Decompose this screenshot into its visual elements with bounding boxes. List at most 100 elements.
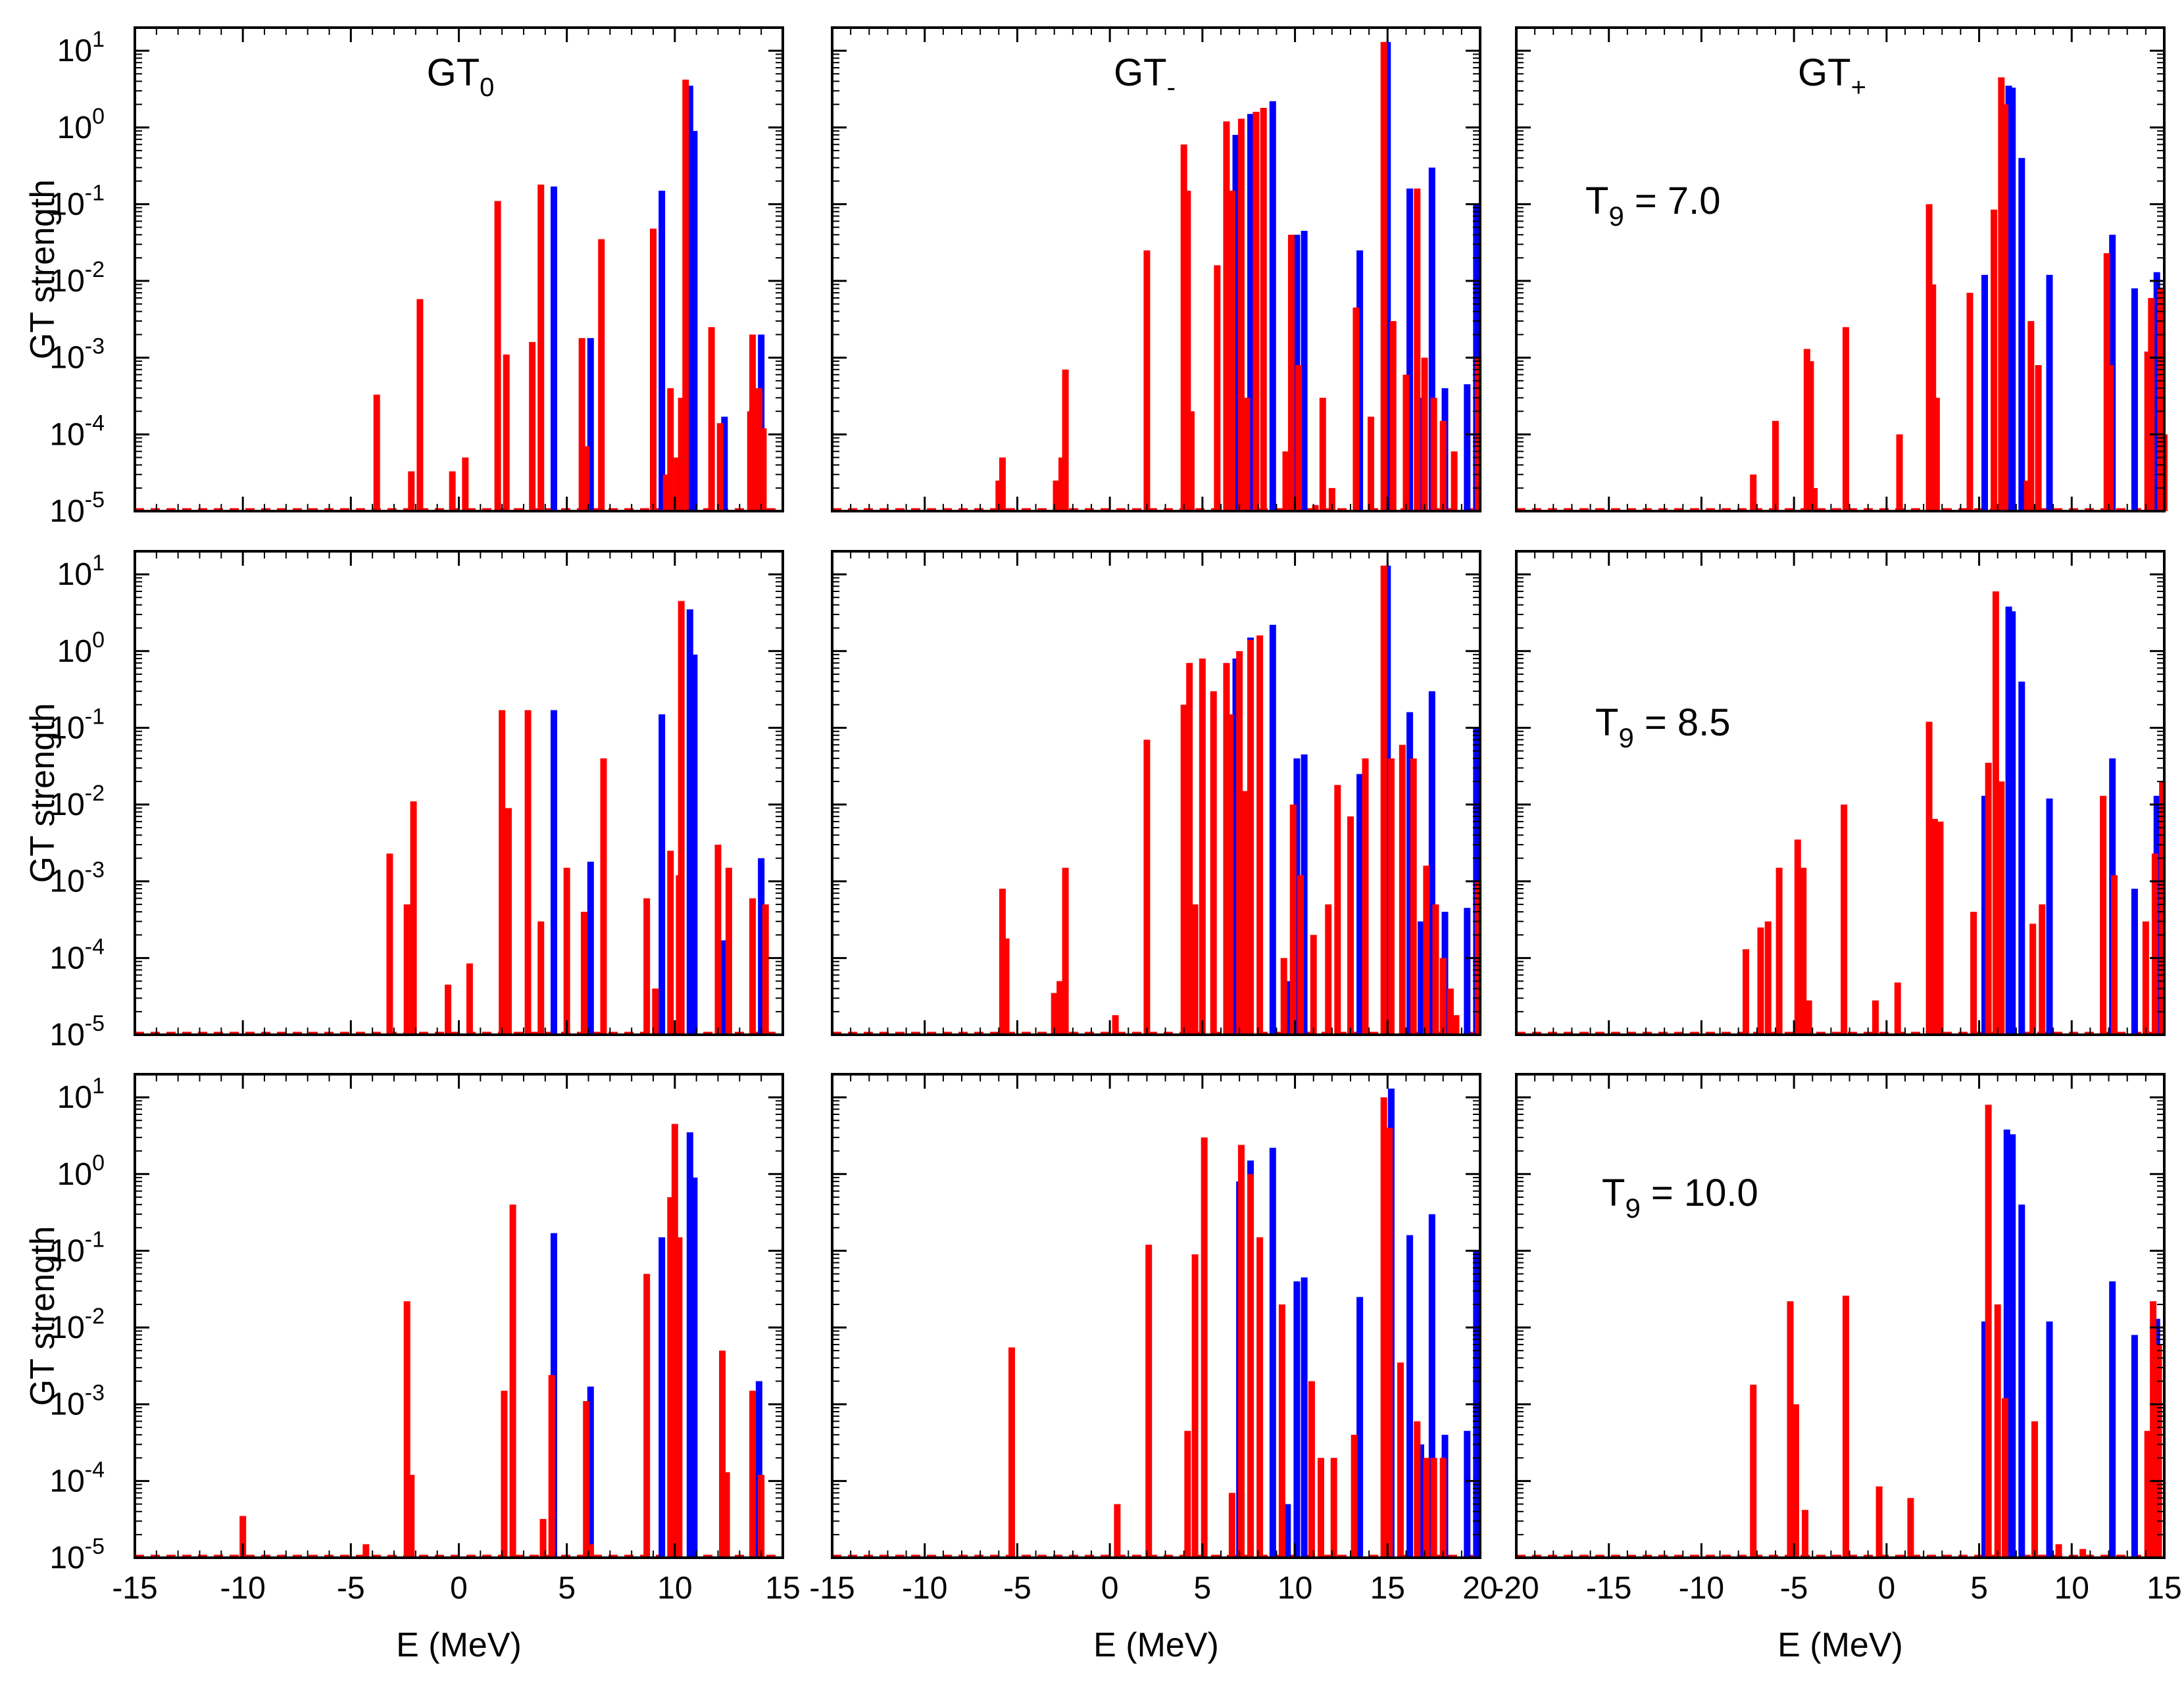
red-bar bbox=[2103, 253, 2110, 511]
red-bar bbox=[1875, 1486, 1883, 1558]
red-bar bbox=[1184, 1431, 1191, 1558]
y-tick-exponent: -5 bbox=[85, 1534, 105, 1559]
red-bar bbox=[1937, 821, 1944, 1035]
red-bar bbox=[462, 457, 469, 511]
column-title-main: GT bbox=[1798, 51, 1851, 94]
red-bar bbox=[2155, 1344, 2162, 1558]
red-bar bbox=[1896, 434, 1903, 511]
red-bar bbox=[1787, 1301, 1794, 1558]
blue-bar bbox=[686, 86, 693, 511]
blue-bar bbox=[2018, 682, 2025, 1035]
blue-bar bbox=[691, 1178, 698, 1558]
temperature-value: = 10.0 bbox=[1641, 1172, 1758, 1214]
red-bar bbox=[1410, 758, 1417, 1035]
blue-bar bbox=[1301, 754, 1308, 1035]
red-bar bbox=[524, 710, 532, 1035]
red-bar bbox=[445, 984, 452, 1035]
red-bar bbox=[2023, 480, 2031, 511]
red-bar bbox=[1236, 651, 1243, 1035]
blue-bar bbox=[1417, 1444, 1424, 1558]
red-bar bbox=[1223, 121, 1230, 511]
red-bar bbox=[1929, 284, 1937, 511]
red-bar bbox=[1800, 868, 1807, 1035]
red-bar bbox=[587, 1544, 594, 1558]
red-bar bbox=[449, 471, 456, 511]
blue-bar bbox=[658, 190, 666, 511]
red-bar bbox=[1933, 397, 1940, 511]
red-bar bbox=[1907, 1498, 1914, 1558]
blue-bar bbox=[587, 337, 594, 511]
red-bar bbox=[580, 912, 587, 1035]
blue-bar bbox=[550, 710, 557, 1035]
red-bar bbox=[494, 201, 501, 511]
column-title: GT+ bbox=[1798, 51, 1866, 102]
red-bar bbox=[1792, 1404, 1799, 1558]
red-bar bbox=[708, 327, 715, 511]
x-tick-label: 15 bbox=[765, 1571, 800, 1606]
y-tick-exponent: 0 bbox=[92, 104, 105, 129]
red-bar bbox=[2150, 1301, 2157, 1558]
y-tick-base: 10 bbox=[57, 557, 92, 592]
column-title-sub: + bbox=[1851, 73, 1866, 102]
blue-bar bbox=[2131, 1335, 2138, 1558]
red-bar bbox=[671, 1124, 678, 1558]
y-tick-base: 10 bbox=[49, 1310, 84, 1345]
x-tick-label: 15 bbox=[2147, 1571, 2181, 1606]
red-bar bbox=[499, 710, 506, 1035]
red-bar bbox=[598, 239, 605, 511]
temperature-label: T9 = 8.5 bbox=[1595, 701, 1731, 753]
red-bar bbox=[1289, 805, 1297, 1035]
blue-bar bbox=[1232, 658, 1239, 1035]
x-tick-label: 20 bbox=[1462, 1571, 1497, 1606]
red-bar bbox=[1811, 487, 1818, 511]
red-bar bbox=[1260, 107, 1267, 511]
y-tick-base: 10 bbox=[49, 1233, 84, 1268]
red-bar bbox=[1227, 714, 1234, 1035]
y-tick-label: 10-3 bbox=[49, 1381, 105, 1422]
y-tick-exponent: 1 bbox=[92, 551, 105, 576]
red-bar bbox=[1742, 949, 1749, 1035]
red-bar bbox=[410, 801, 417, 1035]
x-tick-label: 5 bbox=[1194, 1571, 1212, 1606]
red-bar bbox=[2142, 921, 2149, 1035]
red-bar bbox=[755, 388, 762, 511]
red-bar bbox=[1058, 457, 1065, 511]
red-bar bbox=[1802, 1510, 1809, 1558]
red-bar bbox=[1841, 805, 1848, 1035]
red-bar bbox=[2100, 795, 2107, 1035]
x-tick-label: 5 bbox=[1970, 1571, 1988, 1606]
blue-bar bbox=[1301, 1277, 1308, 1558]
y-tick-exponent: 0 bbox=[92, 1151, 105, 1176]
blue-bar bbox=[686, 609, 693, 1035]
red-bar bbox=[662, 474, 670, 511]
red-bar bbox=[749, 1391, 757, 1558]
y-tick-exponent: -3 bbox=[85, 334, 105, 359]
blue-bar bbox=[721, 416, 728, 511]
red-bar bbox=[1764, 921, 1772, 1035]
y-tick-exponent: -2 bbox=[85, 1304, 105, 1329]
x-tick-label: -5 bbox=[1003, 1571, 1031, 1606]
red-bar bbox=[1237, 1145, 1245, 1558]
y-tick-base: 10 bbox=[49, 187, 84, 222]
red-bar bbox=[509, 1204, 516, 1558]
red-bar bbox=[563, 868, 570, 1035]
y-tick-label: 10-2 bbox=[49, 1304, 105, 1345]
red-bar bbox=[583, 1401, 590, 1558]
red-bar bbox=[1053, 480, 1060, 511]
red-bar bbox=[1399, 745, 1406, 1035]
red-bar bbox=[2144, 1431, 2151, 1558]
y-tick-base: 10 bbox=[49, 1387, 84, 1422]
column-title-sub: 0 bbox=[480, 73, 494, 102]
red-bar bbox=[1772, 420, 1779, 511]
red-bar bbox=[408, 471, 415, 511]
y-tick-base: 10 bbox=[49, 494, 84, 529]
red-bar bbox=[1210, 691, 1217, 1035]
red-bar bbox=[643, 1274, 651, 1558]
blue-bar bbox=[1406, 1235, 1414, 1558]
blue-bar bbox=[2005, 607, 2012, 1035]
y-tick-base: 10 bbox=[49, 1018, 84, 1053]
panel-r0-c2: GT+ T9 = 7.0 bbox=[1515, 26, 2168, 512]
red-bar bbox=[1351, 1435, 1358, 1558]
